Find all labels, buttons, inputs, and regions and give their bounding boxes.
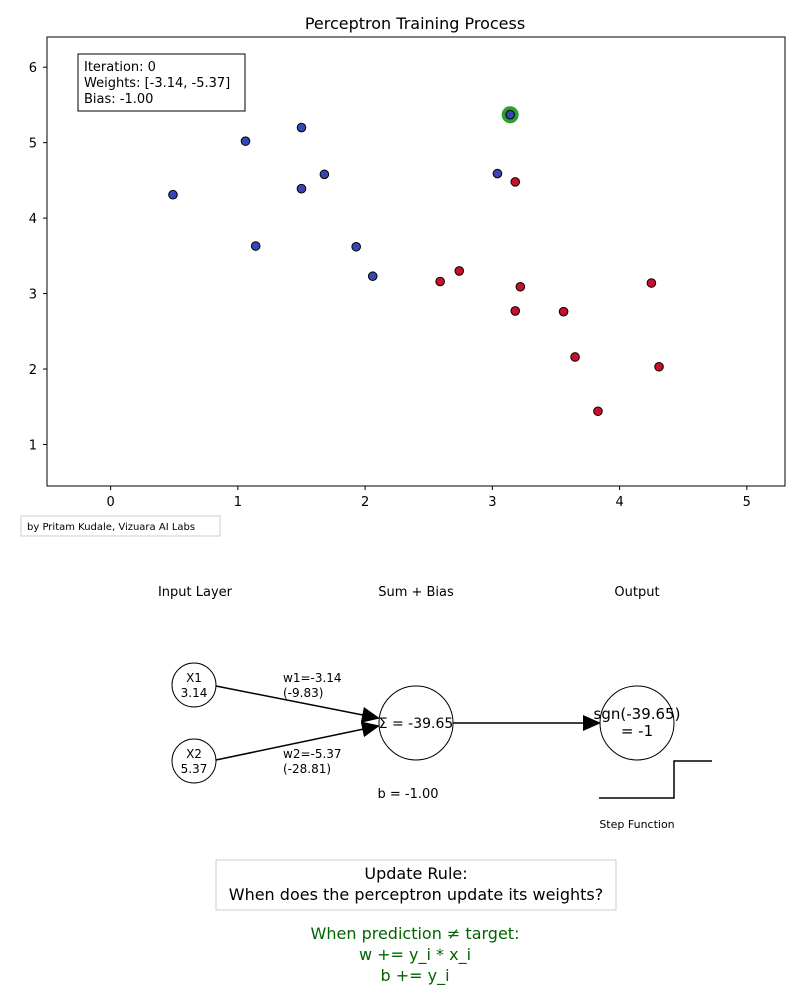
data-points [168,109,664,417]
blue-point [296,122,307,133]
x1-label: X1 [186,671,202,685]
x1-node [171,662,217,708]
info-bias: Bias: -1.00 [84,92,153,107]
red-point [510,177,521,187]
red-point [654,361,664,372]
x2-node [171,738,217,784]
blue-point [351,241,361,252]
w1-label: w1=-3.14 [283,671,342,685]
w2-product: (-28.81) [283,762,331,776]
red-point [646,278,657,288]
x-tick-label: 0 [106,495,114,510]
credit-text: by Pritam Kudale, Vizuara AI Labs [27,522,195,533]
x-tick-label: 5 [743,495,751,510]
y-tick-label: 3 [29,288,37,303]
output-layer-label: Output [614,585,659,600]
blue-point [492,168,503,179]
red-point [510,306,521,316]
plot-area [46,36,786,487]
chart-title: Perceptron Training Process [305,14,525,33]
step-function-label: Step Function [599,818,674,831]
update-rule-title: Update Rule: [364,864,467,883]
sum-label: Σ = -39.65 [379,716,454,732]
rule-condition: When prediction ≠ target: [311,924,520,943]
blue-point [168,189,178,200]
x2-value: 5.37 [181,762,208,776]
blue-point [319,169,330,180]
red-point [570,352,580,362]
w2-arrow [215,721,380,761]
y-tick-label: 6 [29,61,37,76]
bias-label: b = -1.00 [377,787,438,802]
blue-point [505,109,515,120]
sum-node [378,685,454,761]
output-result: = -1 [621,722,653,740]
y-tick-label: 5 [29,137,37,152]
y-tick-label: 2 [29,363,37,378]
blue-point [250,241,261,251]
info-iteration: Iteration: 0 [84,60,156,75]
update-rule-question: When does the perceptron update its weig… [229,885,604,904]
w1-arrow [215,685,380,723]
x-tick-label: 1 [234,495,242,510]
blue-point [367,271,378,282]
x1-value: 3.14 [181,686,208,700]
output-node [599,685,675,761]
rule-weight-update: w += y_i * x_i [359,945,471,965]
blue-point [296,183,307,194]
credit-box [20,515,221,537]
update-rule-box [215,859,617,911]
red-point [558,306,569,317]
input-layer-label: Input Layer [158,585,233,600]
rule-bias-update: b += y_i [380,966,449,986]
y-tick-label: 1 [29,438,37,453]
blue-point [240,136,251,146]
red-point [454,266,465,276]
sum-layer-label: Sum + Bias [378,585,454,600]
w1-product: (-9.83) [283,686,323,700]
x-tick-label: 3 [488,495,496,510]
step-function-icon [599,760,712,799]
info-box [77,53,246,112]
x2-label: X2 [186,747,202,761]
red-point [515,281,526,292]
y-tick-label: 4 [29,212,37,227]
x-axis: 0 1 2 3 4 5 [106,486,751,510]
output-sign: sgn(-39.65) [594,705,681,723]
info-weights: Weights: [-3.14, -5.37] [84,76,230,91]
red-point [435,276,445,287]
x-tick-label: 4 [615,495,623,510]
y-axis: 1 2 3 4 5 6 [29,61,47,453]
red-point [593,406,603,417]
x-tick-label: 2 [361,495,369,510]
w2-label: w2=-5.37 [283,747,342,761]
